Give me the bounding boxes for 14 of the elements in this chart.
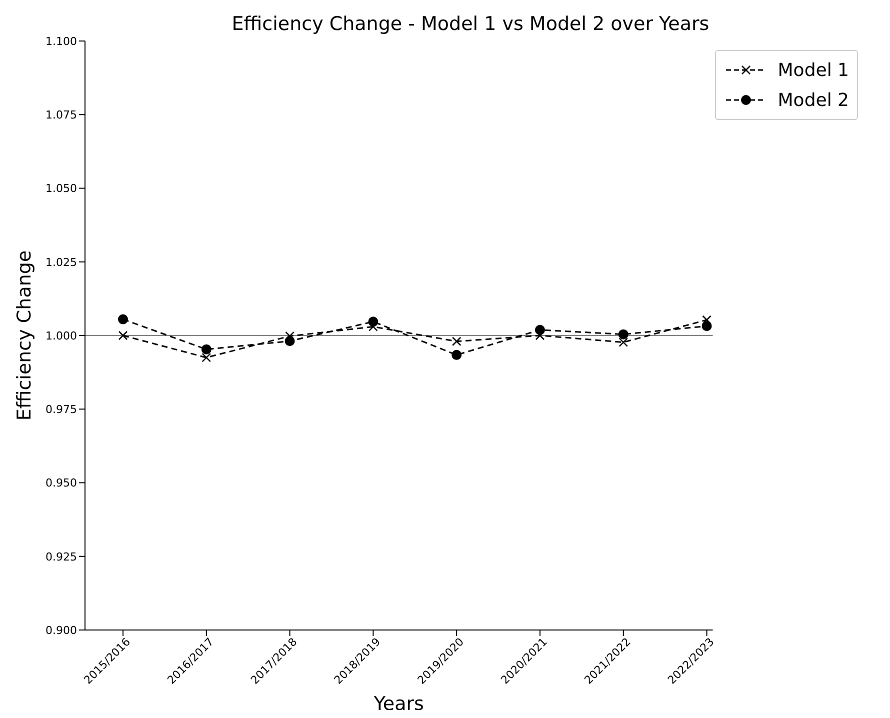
- y-tick-label: 0.900: [46, 624, 77, 637]
- y-tick-label: 0.975: [46, 403, 77, 416]
- y-tick-label: 1.050: [46, 182, 77, 196]
- y-tick-label: 1.000: [46, 329, 77, 342]
- y-axis-title: Efficiency Change: [14, 250, 36, 421]
- legend-label: Model 1: [778, 60, 849, 80]
- y-tick-label: 1.025: [46, 256, 77, 269]
- y-tick-label: 0.925: [46, 550, 77, 564]
- y-tick-label: 1.075: [46, 108, 77, 122]
- legend-label: Model 2: [778, 90, 849, 110]
- x-axis-title: Years: [372, 693, 424, 715]
- chart-title: Efficiency Change - Model 1 vs Model 2 over Years: [230, 13, 710, 35]
- y-tick-label: 0.950: [46, 476, 77, 490]
- y-tick-label: 1.100: [46, 34, 77, 48]
